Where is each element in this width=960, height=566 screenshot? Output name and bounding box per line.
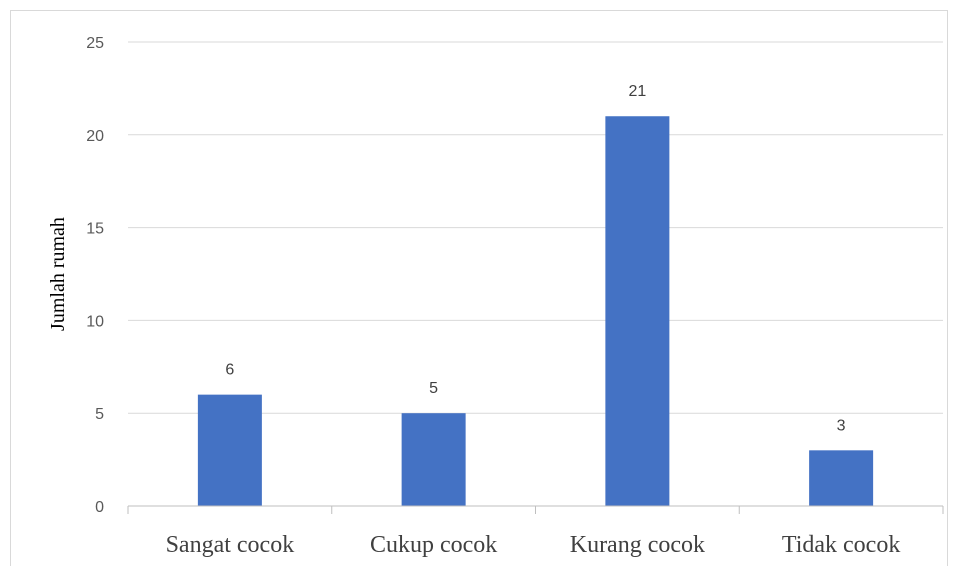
x-axis-ticks: Sangat cocok Cukup cocok Kurang cocok Tidak… bbox=[166, 532, 901, 558]
gridlines bbox=[128, 41, 943, 414]
x-tick-label: Sangat cocok bbox=[166, 532, 295, 558]
bars bbox=[197, 116, 874, 507]
x-tick-label: Kurang cocok bbox=[570, 532, 705, 558]
y-tick-label: 0 bbox=[95, 499, 104, 516]
y-tick-label: 25 bbox=[86, 35, 104, 52]
bar bbox=[401, 413, 466, 506]
x-axis bbox=[127, 505, 944, 514]
y-tick-label: 10 bbox=[86, 313, 104, 330]
data-label: 3 bbox=[837, 417, 846, 434]
bar bbox=[605, 116, 670, 507]
y-tick-label: 15 bbox=[86, 221, 104, 238]
y-tick-label: 5 bbox=[95, 406, 104, 423]
data-label: 6 bbox=[225, 362, 234, 379]
y-axis-ticks: 0 5 10 15 20 25 bbox=[86, 35, 104, 516]
x-tick-label: Cukup cocok bbox=[370, 532, 497, 558]
chart-frame bbox=[10, 10, 948, 566]
data-labels: 6 5 21 3 bbox=[225, 83, 845, 434]
data-label: 5 bbox=[429, 380, 438, 397]
x-tick-label: Tidak cocok bbox=[782, 532, 900, 558]
data-label: 21 bbox=[628, 83, 646, 100]
bar bbox=[809, 450, 874, 506]
bar bbox=[197, 394, 262, 506]
y-axis-title: Jumlah rumah bbox=[47, 217, 69, 331]
y-tick-label: 20 bbox=[86, 128, 104, 145]
